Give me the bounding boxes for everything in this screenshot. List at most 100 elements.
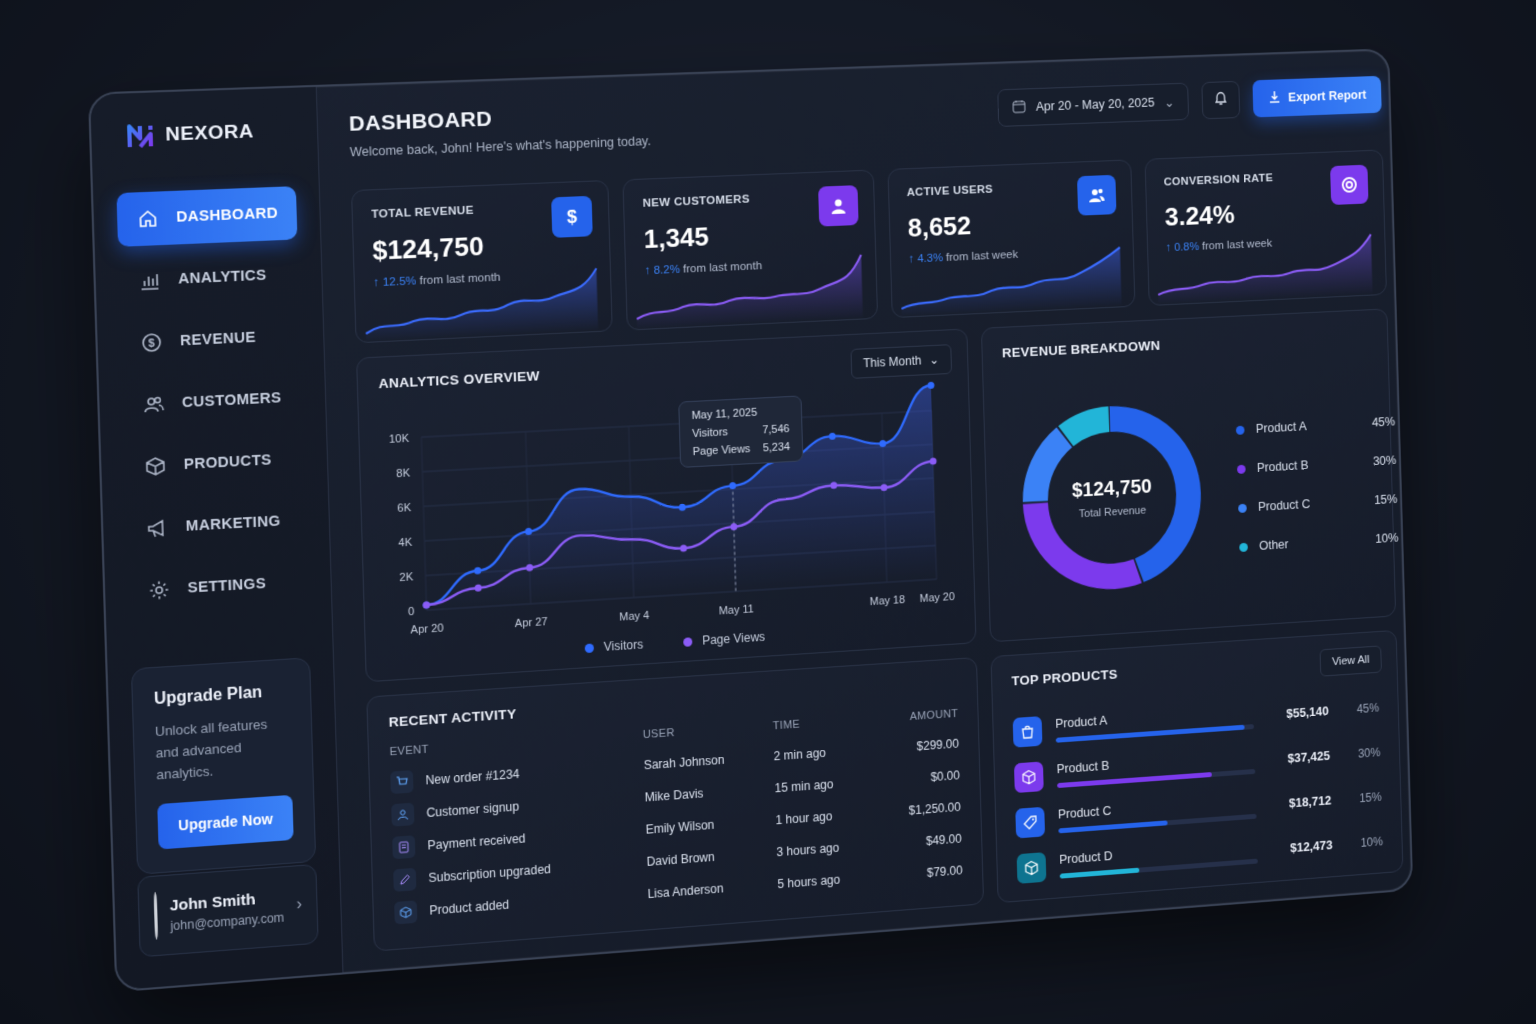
analytics-overview-panel: ANALYTICS OVERVIEW This Month ⌄ 0 2K 4K 6K 8…	[356, 328, 976, 682]
breakdown-pct: 30%	[1373, 453, 1397, 468]
users-icon	[142, 393, 166, 417]
main-content: DASHBOARD Welcome back, John! Here's wha…	[317, 50, 1414, 973]
breakdown-pct: 10%	[1375, 531, 1399, 546]
gridline	[421, 411, 931, 437]
export-report-button[interactable]: Export Report	[1252, 76, 1382, 118]
user-icon	[391, 803, 414, 827]
cube-icon	[1017, 852, 1047, 884]
x-tick-label: Apr 27	[515, 616, 548, 630]
analytics-line-chart: 02K4K6K8K10KApr 20 Apr 27 May 4 May 11May 1…	[369, 379, 967, 643]
period-value: This Month	[863, 354, 922, 371]
period-select[interactable]: This Month ⌄	[850, 344, 952, 379]
bag-icon	[1013, 716, 1043, 748]
top-actions: Apr 20 - May 20, 2025 ⌄ Export Report	[998, 76, 1382, 127]
sidebar-item-customers[interactable]: CUSTOMERS	[122, 371, 303, 433]
sidebar-item-label: DASHBOARD	[176, 205, 278, 226]
chevron-down-icon: ⌄	[929, 353, 939, 367]
event-label: Payment received	[427, 831, 526, 852]
event-label: Subscription upgraded	[428, 862, 551, 885]
product-pct: 45%	[1329, 701, 1380, 718]
tooltip-views-value: 5,234	[763, 441, 791, 454]
event-label: Product added	[429, 897, 509, 917]
sidebar-item-revenue[interactable]: $ REVENUE	[120, 309, 301, 371]
y-tick-label: 4K	[398, 537, 413, 550]
tooltip-views-label: Page Views	[692, 443, 750, 458]
box-icon	[394, 900, 417, 924]
breakdown-pct: 15%	[1374, 492, 1398, 507]
date-range-value: Apr 20 - May 20, 2025	[1036, 96, 1155, 114]
product-amount: $55,140	[1253, 704, 1329, 723]
sidebar-item-label: REVENUE	[180, 330, 256, 350]
dollar-circle-icon: $	[140, 331, 164, 355]
tag-icon	[1015, 807, 1045, 839]
breakdown-label: Product A	[1256, 419, 1307, 435]
x-tick-label: May 4	[619, 610, 649, 624]
x-tick-label: May 20	[919, 591, 954, 605]
breakdown-item-other: Other 10%	[1239, 518, 1399, 566]
product-pct: 30%	[1330, 745, 1381, 762]
brand-name: NEXORA	[165, 121, 254, 147]
receipt-icon	[392, 835, 415, 859]
legend-item-page-views: Page Views	[683, 630, 765, 649]
nexora-logo-icon	[125, 121, 155, 151]
breakdown-legend: Product A 45% Product B 30% Product C 15% O…	[1235, 402, 1399, 567]
dashboard-window: NEXORA DASHBOARD ANALYTICS $ REVENUE CUS…	[88, 48, 1413, 992]
notifications-button[interactable]	[1201, 81, 1240, 120]
product-list: Product A $55,140 45% Product B $37,425 …	[1012, 685, 1383, 891]
time-cell: 5 hours ago	[777, 861, 879, 901]
chart-tooltip: May 11, 2025 Visitors 7,546 Page Views 5,2…	[678, 395, 803, 468]
calendar-icon	[1012, 99, 1026, 116]
donut-total-label: Total Revenue	[1079, 504, 1147, 520]
product-pct: 15%	[1331, 790, 1382, 807]
product-bar-fill	[1058, 820, 1168, 833]
sidebar-item-marketing[interactable]: MARKETING	[126, 493, 307, 556]
tooltip-visitors-label: Visitors	[692, 426, 728, 440]
donut-total: $124,750	[1072, 475, 1152, 502]
svg-text:$: $	[148, 337, 156, 350]
kpi-card-total-revenue: TOTAL REVENUE $124,750 ↑ 12.5% from last…	[351, 180, 613, 343]
y-tick-label: 8K	[396, 467, 411, 480]
product-amount: $12,473	[1257, 838, 1332, 857]
sidebar-item-label: ANALYTICS	[178, 267, 267, 287]
legend-item-visitors: Visitors	[584, 637, 643, 655]
bar-chart-icon	[138, 269, 162, 293]
x-tick-label: Apr 20	[410, 622, 444, 636]
sidebar-item-dashboard[interactable]: DASHBOARD	[116, 186, 297, 247]
y-tick-label: 6K	[397, 502, 412, 515]
upgrade-now-button[interactable]: Upgrade Now	[157, 795, 293, 850]
user-profile-card[interactable]: John Smith john@company.com ›	[137, 864, 318, 958]
sidebar-nav: DASHBOARD ANALYTICS $ REVENUE CUSTOMERS …	[116, 186, 308, 619]
date-range-picker[interactable]: Apr 20 - May 20, 2025 ⌄	[998, 83, 1189, 127]
home-icon	[136, 207, 160, 231]
cart-icon	[390, 770, 413, 794]
user-email: john@company.com	[170, 910, 284, 933]
bottom-row: RECENT ACTIVITY EVENT USER TIME AMOUNT N…	[366, 630, 1403, 952]
bell-icon	[1213, 90, 1229, 111]
recent-activity-panel: RECENT ACTIVITY EVENT USER TIME AMOUNT N…	[366, 657, 984, 952]
tooltip-date: May 11, 2025	[691, 405, 789, 422]
kpi-row: TOTAL REVENUE $124,750 ↑ 12.5% from last…	[351, 149, 1387, 343]
avatar	[154, 892, 159, 940]
box-icon	[1014, 761, 1044, 793]
view-all-button[interactable]: View All	[1319, 645, 1381, 676]
chevron-right-icon: ›	[296, 896, 302, 915]
user-icon	[818, 185, 859, 227]
users-icon	[1077, 175, 1116, 216]
activity-table: EVENT USER TIME AMOUNT New order #1234 S…	[389, 708, 963, 930]
dollar-icon: $	[552, 196, 594, 238]
sidebar-item-settings[interactable]: SETTINGS	[128, 555, 309, 619]
product-bar-fill	[1060, 868, 1140, 879]
sidebar-item-products[interactable]: PRODUCTS	[124, 432, 305, 495]
export-report-label: Export Report	[1288, 88, 1366, 104]
brand: NEXORA	[114, 116, 294, 151]
sidebar-item-analytics[interactable]: ANALYTICS	[118, 248, 299, 309]
sidebar-item-label: PRODUCTS	[184, 452, 272, 473]
svg-text:$: $	[567, 206, 578, 227]
tooltip-visitors-value: 7,546	[762, 423, 790, 436]
box-icon	[143, 454, 167, 478]
kpi-sparkline	[1148, 226, 1386, 305]
y-tick-label: 0	[408, 606, 415, 618]
product-amount: $18,712	[1256, 794, 1332, 813]
kpi-sparkline	[354, 260, 612, 343]
